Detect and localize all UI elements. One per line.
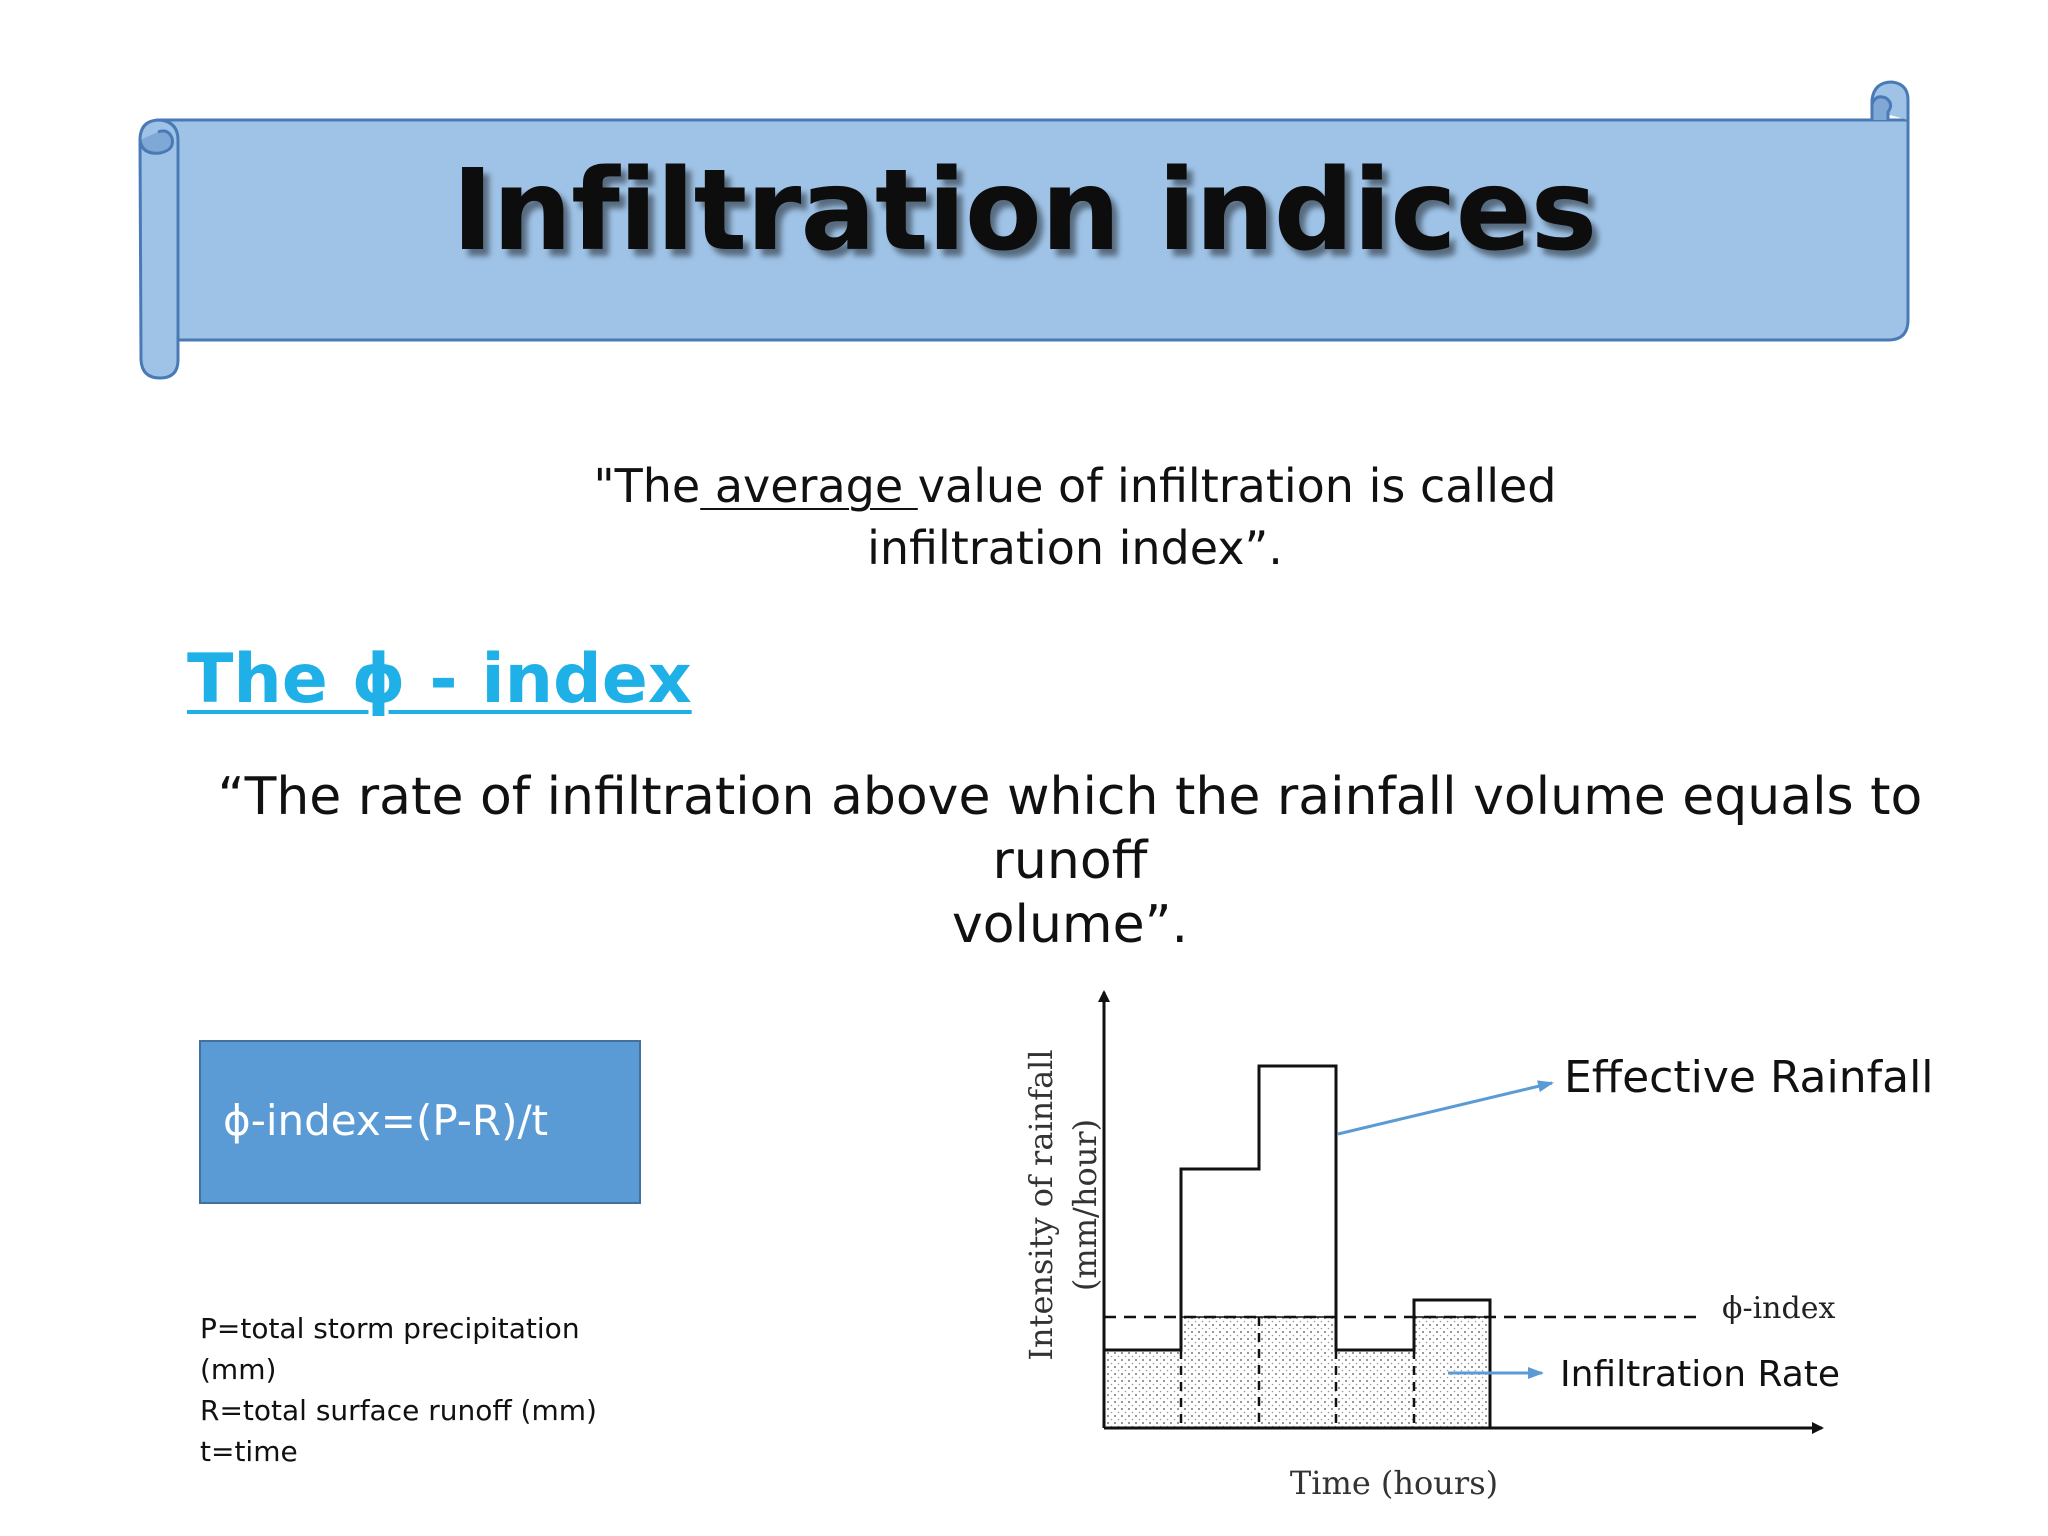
infiltration-rate-label: Infiltration Rate [1560,1354,1840,1395]
y-axis-label-line-2: (mm/hour) [1066,1119,1104,1291]
formula-box: ϕ-index=(P-R)/t [199,1040,641,1204]
legend-line: R=total surface runoff (mm) [200,1394,597,1427]
phi-index-definition: “The rate of infiltration above which th… [160,765,1980,957]
definition-prefix: "The [593,459,701,513]
rainfall-hyetograph [1104,1064,1492,1428]
legend-line: P=total storm precipitation [200,1312,580,1345]
phi-definition-line-1: “The rate of infiltration above which th… [217,767,1923,891]
title-banner [138,80,1910,380]
legend-line: t=time [200,1435,298,1468]
variable-legend: P=total storm precipitation (mm) R=total… [200,1308,620,1472]
x-axis-label: Time (hours) [1290,1464,1498,1502]
definition-line-1: "The average value of infiltration is ca… [500,455,1650,517]
banner-body [156,118,1910,342]
slide-title: Infiltration indices [451,146,1598,276]
banner-left-roll [138,118,180,380]
definition-line-2: infiltration index”. [867,521,1283,575]
definition-suffix: value of infiltration is called [917,459,1557,513]
y-axis-label-line-1: Intensity of rainfall [1022,1049,1060,1360]
formula-text: ϕ-index=(P-R)/t [223,1096,549,1145]
infiltration-area [1104,1317,1490,1428]
phi-index-heading: The ϕ - index [187,640,692,719]
infiltration-index-definition: "The average value of infiltration is ca… [500,455,1650,579]
effective-rainfall-label: Effective Rainfall [1564,1052,1934,1103]
phi-definition-line-2: volume”. [951,895,1189,955]
phi-index-label: ϕ-index [1722,1291,1835,1326]
legend-line: (mm) [200,1353,277,1386]
effective-rainfall-arrow [1337,1080,1554,1136]
definition-underlined-word: average [700,459,918,513]
